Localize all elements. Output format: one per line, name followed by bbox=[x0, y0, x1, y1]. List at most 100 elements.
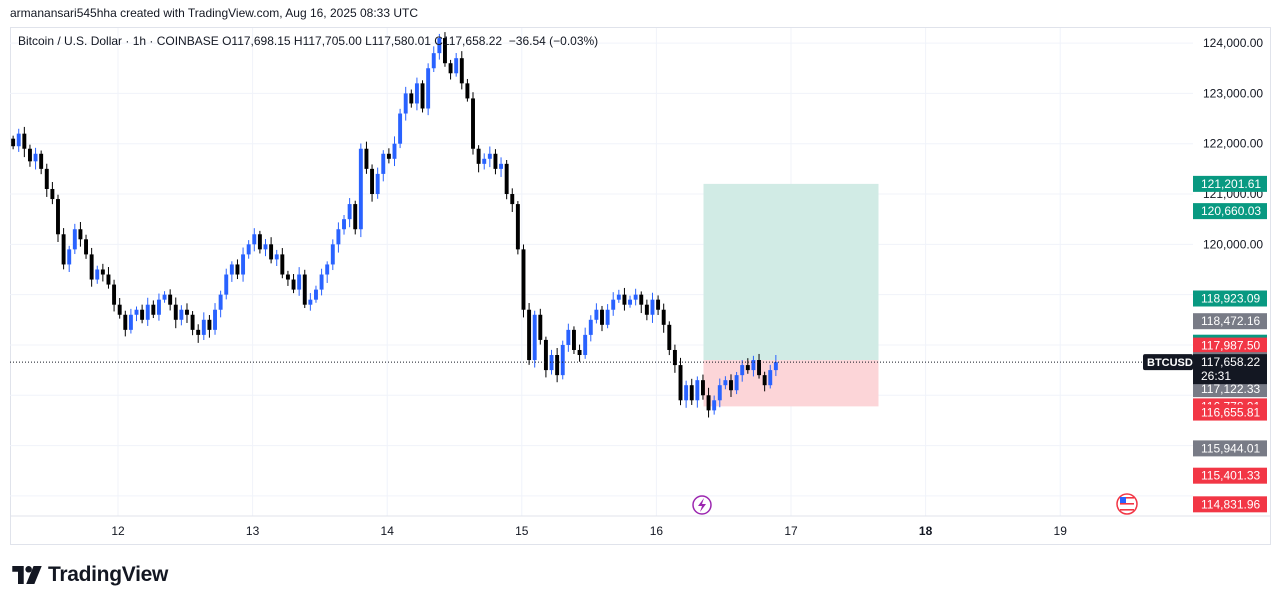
candle-body bbox=[325, 264, 330, 275]
candle bbox=[600, 305, 604, 332]
x-tick-label: 19 bbox=[1054, 524, 1068, 538]
price-tag-label: 120,660.03 bbox=[1201, 204, 1261, 218]
candle bbox=[577, 344, 582, 362]
candle-body bbox=[314, 289, 318, 300]
candle-body bbox=[358, 148, 363, 230]
x-tick-label: 14 bbox=[381, 524, 395, 538]
candle-body bbox=[678, 365, 683, 401]
candle bbox=[291, 274, 296, 294]
candle bbox=[308, 293, 313, 311]
candle bbox=[353, 200, 358, 235]
candle bbox=[414, 77, 419, 111]
candle-body bbox=[734, 375, 739, 391]
candle bbox=[196, 324, 201, 343]
candle bbox=[22, 126, 27, 158]
x-tick-label: 18 bbox=[919, 524, 933, 538]
price-tag: 118,472.16 bbox=[1193, 313, 1267, 330]
candle bbox=[330, 239, 335, 271]
candle bbox=[358, 143, 363, 238]
price-tag-bg bbox=[1193, 404, 1267, 421]
candle-body bbox=[185, 309, 189, 315]
candle bbox=[571, 326, 576, 355]
price-tag: 114,831.96 bbox=[1193, 496, 1267, 513]
candle bbox=[515, 201, 520, 255]
price-tag-label: 118,923.09 bbox=[1201, 292, 1260, 306]
candle-body bbox=[213, 309, 217, 330]
price-tag-bg bbox=[1193, 496, 1267, 513]
candle bbox=[538, 308, 543, 345]
price-tag-label: 114,831.96 bbox=[1201, 497, 1260, 511]
candle bbox=[241, 247, 246, 282]
price-tag-label: 118,472.16 bbox=[1201, 314, 1260, 328]
candle bbox=[285, 270, 290, 286]
candle bbox=[342, 214, 346, 235]
candle bbox=[162, 291, 167, 303]
us-flag-stripe bbox=[1120, 509, 1134, 511]
price-axis[interactable]: 124,000.00123,000.00122,000.00121,000.00… bbox=[1143, 36, 1267, 513]
price-tag-bg bbox=[1193, 337, 1267, 354]
candle bbox=[185, 303, 189, 323]
candle-body bbox=[263, 244, 268, 250]
long-position-tool[interactable] bbox=[703, 183, 879, 407]
candle bbox=[235, 259, 240, 280]
candle bbox=[594, 303, 599, 324]
candle-body bbox=[768, 370, 773, 386]
time-axis[interactable]: 12 13 14 15 16 17 18 19 bbox=[10, 515, 1271, 538]
candle-body bbox=[560, 344, 565, 376]
candle bbox=[168, 289, 173, 311]
candle bbox=[527, 302, 532, 365]
candle bbox=[622, 287, 627, 311]
tradingview-logo[interactable]: TradingView bbox=[12, 563, 168, 587]
candle-body bbox=[611, 299, 616, 310]
candle bbox=[190, 311, 195, 336]
candle-body bbox=[207, 319, 212, 330]
candle-body bbox=[67, 249, 72, 265]
candle bbox=[33, 147, 38, 170]
candle-body bbox=[499, 163, 504, 169]
candle-body bbox=[168, 294, 173, 305]
candle bbox=[768, 364, 773, 389]
x-tick-label: 13 bbox=[246, 524, 260, 538]
candle-body bbox=[745, 365, 750, 371]
candle bbox=[695, 376, 700, 408]
candle bbox=[274, 249, 279, 267]
candle-body bbox=[616, 294, 621, 300]
candle bbox=[734, 371, 739, 395]
candle-body bbox=[639, 294, 644, 305]
candle bbox=[213, 303, 217, 335]
candle-body bbox=[605, 309, 610, 325]
candle bbox=[499, 157, 504, 177]
candle bbox=[712, 395, 717, 415]
candle bbox=[61, 228, 66, 270]
candle bbox=[560, 340, 565, 380]
candle-body bbox=[700, 380, 705, 396]
candle-body bbox=[56, 199, 60, 235]
candle-body bbox=[672, 349, 677, 366]
price-tag-bg bbox=[1193, 203, 1267, 220]
candle-body bbox=[285, 274, 290, 280]
lightning-icon-bolt bbox=[698, 498, 706, 512]
candle-body bbox=[459, 58, 464, 84]
candle bbox=[56, 194, 60, 243]
candle bbox=[370, 164, 375, 202]
candle bbox=[50, 181, 55, 205]
price-tag-label: 116,655.81 bbox=[1201, 406, 1260, 420]
candle bbox=[723, 376, 728, 390]
chart-frame bbox=[10, 27, 1271, 545]
candle-body bbox=[695, 380, 700, 401]
candle-body bbox=[532, 314, 537, 361]
candle-body bbox=[600, 309, 604, 325]
candle-body bbox=[218, 294, 223, 310]
candle bbox=[224, 268, 229, 300]
candle-body bbox=[566, 329, 571, 345]
candle bbox=[140, 304, 145, 324]
candle bbox=[717, 378, 722, 408]
price-tag-bg bbox=[1193, 313, 1267, 330]
candle bbox=[314, 285, 318, 303]
us-flag-stripe bbox=[1120, 506, 1134, 508]
candle bbox=[72, 223, 77, 255]
symbol-tag-label: BTCUSD bbox=[1147, 357, 1193, 369]
candle bbox=[364, 141, 369, 174]
